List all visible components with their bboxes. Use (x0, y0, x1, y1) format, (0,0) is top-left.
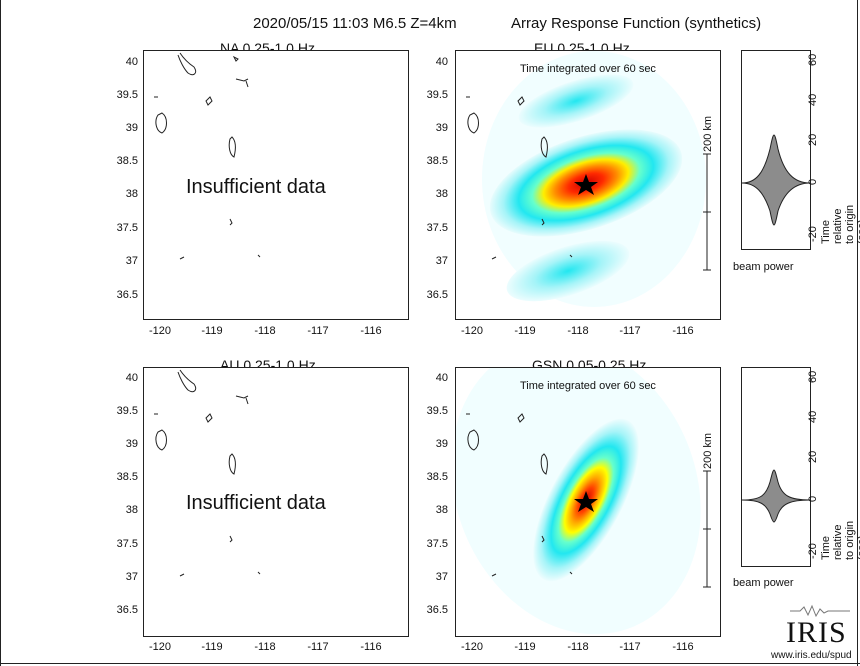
y-tick: 40 (125, 56, 138, 68)
y-tick: 38 (435, 188, 448, 200)
x-tick: -120 (148, 641, 172, 653)
x-tick: -119 (201, 641, 223, 653)
event-label: 2020/05/15 11:03 M6.5 Z=4km (253, 15, 457, 32)
x-tick: -119 (514, 641, 536, 653)
y-tick: 37 (435, 571, 448, 583)
beam-tick: 20 (807, 133, 819, 146)
epicenter-star-eu (574, 174, 598, 195)
figure-title: Array Response Function (synthetics) (511, 15, 762, 32)
beam-tick: 0 (807, 495, 819, 502)
y-tick: 38 (125, 504, 138, 516)
beam-ylabel-bottom: Time relative to origin (sec) (820, 520, 860, 560)
y-tick: 39 (125, 122, 138, 134)
subtitle-gsn: Time integrated over 60 sec (520, 380, 656, 392)
beam-tick: 40 (807, 93, 819, 106)
x-tick: -117 (619, 641, 641, 653)
x-tick: -117 (619, 325, 641, 337)
y-tick: 40 (435, 372, 448, 384)
iris-url: www.iris.edu/spud (771, 650, 852, 661)
y-tick: 38.5 (426, 471, 448, 483)
beam-tick: 40 (807, 410, 819, 423)
y-tick: 38.5 (426, 155, 448, 167)
y-tick: 39.5 (116, 89, 138, 101)
y-tick: 37 (125, 255, 138, 267)
y-tick: 37 (125, 571, 138, 583)
scale-bar-top (703, 153, 711, 271)
frame-bottom (0, 663, 860, 664)
epicenter-star-gsn (574, 491, 598, 512)
y-tick: 36.5 (426, 604, 448, 616)
response-map-gsn (456, 368, 701, 635)
y-tick: 39.5 (426, 89, 448, 101)
y-tick: 38 (125, 188, 138, 200)
insufficient-data-au: Insufficient data (186, 492, 326, 514)
y-tick: 37 (435, 255, 448, 267)
y-tick: 38.5 (116, 471, 138, 483)
beam-tick: 0 (807, 178, 819, 185)
map-panel-gsn (455, 367, 721, 637)
y-tick: 37.5 (116, 538, 138, 550)
coastline-au (154, 369, 261, 577)
x-tick: -116 (672, 641, 694, 653)
beam-xlabel-top: beam power (733, 261, 794, 273)
y-tick: 39 (435, 122, 448, 134)
x-tick: -117 (307, 325, 329, 337)
y-tick: 40 (125, 372, 138, 384)
x-tick: -120 (460, 325, 484, 337)
scale-bar-bottom (703, 470, 711, 588)
beam-tick: 60 (807, 53, 819, 66)
iris-logo: IRIS (786, 616, 847, 649)
y-tick: 39.5 (426, 405, 448, 417)
x-tick: -118 (254, 325, 276, 337)
beam-curve-bottom (742, 469, 810, 523)
y-tick: 37.5 (116, 222, 138, 234)
x-tick: -118 (567, 641, 589, 653)
map-panel-eu (455, 50, 721, 320)
beam-panel-bottom (741, 367, 811, 567)
beam-tick: -20 (807, 543, 819, 559)
y-tick: 36.5 (426, 289, 448, 301)
beam-tick: 20 (807, 450, 819, 463)
coastline-na (154, 52, 261, 260)
x-tick: -116 (672, 325, 694, 337)
beam-tick: 60 (807, 370, 819, 383)
x-tick: -120 (148, 325, 172, 337)
response-map-eu (466, 51, 706, 307)
beam-panel-top (741, 50, 811, 250)
y-tick: 38 (435, 504, 448, 516)
frame-left (0, 0, 1, 666)
x-tick: -117 (307, 641, 329, 653)
seismogram-logo-icon (790, 604, 850, 618)
y-tick: 39.5 (116, 405, 138, 417)
scale-bar-label-top: 200 km (702, 115, 714, 152)
y-tick: 36.5 (116, 289, 138, 301)
beam-curve-top (742, 134, 810, 226)
beam-xlabel-bottom: beam power (733, 577, 794, 589)
y-tick: 38.5 (116, 155, 138, 167)
beam-tick: -20 (807, 226, 819, 242)
beam-ylabel-top: Time relative to origin (sec) (820, 204, 860, 244)
y-tick: 39 (435, 438, 448, 450)
y-tick: 37.5 (426, 222, 448, 234)
subtitle-eu: Time integrated over 60 sec (520, 63, 656, 75)
insufficient-data-na: Insufficient data (186, 176, 326, 198)
x-tick: -119 (514, 325, 536, 337)
x-tick: -120 (460, 641, 484, 653)
map-panel-na (143, 50, 409, 320)
x-tick: -118 (567, 325, 589, 337)
frame-right (857, 0, 858, 666)
y-tick: 40 (435, 56, 448, 68)
y-tick: 37.5 (426, 538, 448, 550)
x-tick: -119 (201, 325, 223, 337)
y-tick: 36.5 (116, 604, 138, 616)
scale-bar-label-bottom: 200 km (702, 432, 714, 469)
x-tick: -116 (360, 325, 382, 337)
x-tick: -118 (254, 641, 276, 653)
map-panel-au (143, 367, 409, 637)
y-tick: 39 (125, 438, 138, 450)
x-tick: -116 (360, 641, 382, 653)
